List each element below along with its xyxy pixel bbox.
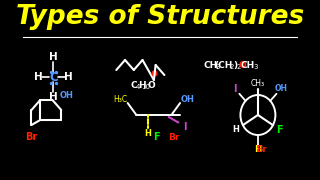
- Text: F: F: [153, 132, 160, 142]
- Text: OH: OH: [60, 91, 73, 100]
- Text: 3: 3: [253, 64, 258, 70]
- Text: H: H: [254, 145, 262, 154]
- Text: H: H: [49, 92, 58, 102]
- Text: (CH: (CH: [214, 60, 232, 69]
- Text: 2: 2: [236, 64, 241, 70]
- Text: H: H: [138, 80, 146, 89]
- Text: Br: Br: [168, 132, 180, 141]
- Text: 3: 3: [215, 64, 220, 70]
- Text: C: C: [131, 80, 137, 89]
- Text: Br: Br: [256, 145, 267, 154]
- Text: F: F: [276, 125, 283, 135]
- Text: C: C: [49, 71, 58, 84]
- Text: 4: 4: [135, 84, 140, 90]
- Text: H: H: [233, 125, 239, 134]
- Text: H: H: [64, 72, 73, 82]
- Text: OH: OH: [275, 84, 288, 93]
- Text: CH₃: CH₃: [251, 78, 265, 87]
- Text: O: O: [238, 60, 246, 69]
- Text: H: H: [49, 52, 58, 62]
- Text: H: H: [34, 72, 43, 82]
- Text: OH: OH: [180, 94, 194, 103]
- Text: Br: Br: [25, 132, 38, 142]
- Text: CH: CH: [204, 60, 218, 69]
- Text: 2: 2: [229, 64, 234, 70]
- Text: H₃C: H₃C: [114, 94, 128, 103]
- Text: I: I: [183, 122, 186, 132]
- Text: I: I: [233, 84, 237, 94]
- Text: O: O: [148, 80, 155, 89]
- Text: ): ): [233, 60, 237, 69]
- Text: Types of Structures: Types of Structures: [16, 4, 304, 30]
- Text: CH: CH: [240, 60, 254, 69]
- Text: H: H: [144, 129, 151, 138]
- Text: 10: 10: [141, 84, 150, 90]
